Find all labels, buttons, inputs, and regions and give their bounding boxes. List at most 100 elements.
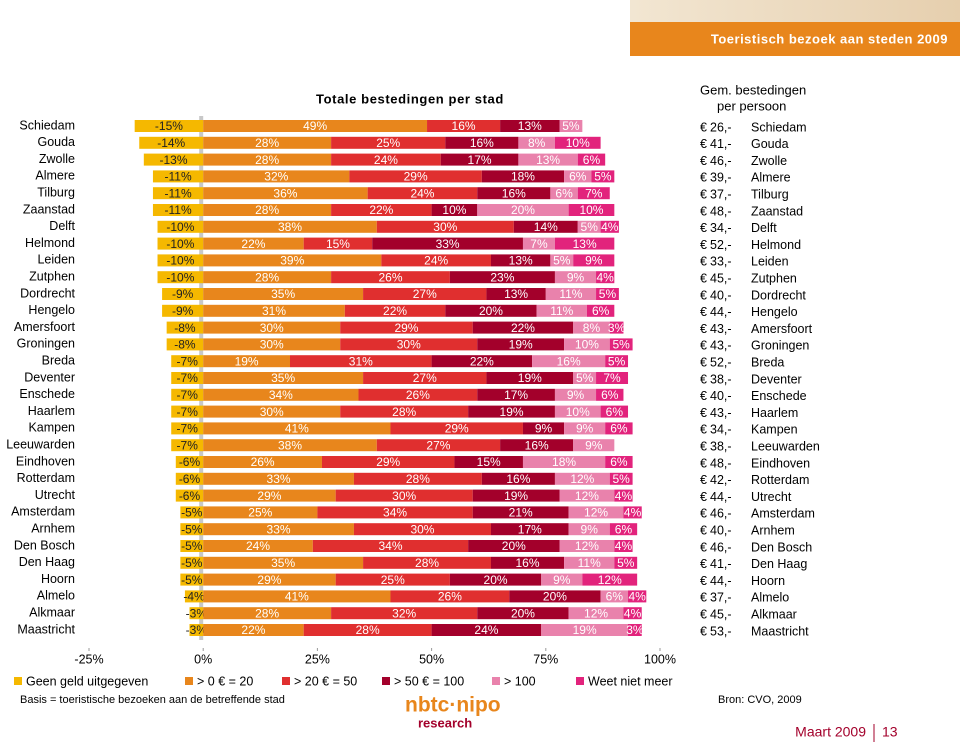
y-tick-label: Leeuwarden — [6, 437, 75, 451]
bar-segment — [157, 271, 204, 284]
banner-strip — [630, 22, 960, 56]
data-label: 13% — [509, 254, 533, 268]
bar-segment — [623, 607, 642, 620]
bar-segment — [152, 187, 204, 200]
data-label: 30% — [433, 220, 457, 234]
data-label: -13% — [160, 153, 188, 167]
bar-segment — [171, 355, 204, 368]
data-label: 15% — [326, 237, 350, 251]
spending-city: Rotterdam — [751, 473, 809, 487]
data-label: -5% — [181, 539, 203, 553]
data-label: 38% — [278, 220, 302, 234]
data-label: 11% — [559, 287, 582, 301]
data-label: 18% — [511, 170, 535, 184]
data-label: 19% — [573, 623, 597, 637]
data-label: 7% — [585, 186, 603, 200]
bar-segment — [180, 506, 204, 519]
data-label: 10% — [575, 338, 599, 352]
data-label: 4% — [624, 506, 642, 520]
spending-amount: 40,- — [710, 288, 732, 302]
bar-segment — [335, 573, 450, 586]
spending-city: Deventer — [751, 372, 802, 386]
bar-segment — [573, 321, 610, 334]
spending-city: Haarlem — [751, 406, 798, 420]
spending-city: Delft — [751, 221, 777, 235]
data-label: -15% — [155, 119, 183, 133]
spending-city: Den Bosch — [751, 540, 812, 554]
bar-segment — [203, 304, 345, 317]
bar-segment — [550, 254, 574, 267]
bar-segment — [623, 506, 642, 519]
bar-segment — [518, 153, 578, 166]
bar-segment — [554, 388, 597, 401]
data-label: 24% — [410, 186, 434, 200]
spending-city: Breda — [751, 355, 784, 369]
spending-amount: 42,- — [710, 473, 732, 487]
bar-segment — [477, 607, 569, 620]
data-label: 24% — [246, 539, 270, 553]
data-label: 20% — [479, 304, 503, 318]
data-label: -8% — [174, 338, 196, 352]
y-tick-label: Deventer — [24, 370, 75, 384]
bar-segment — [554, 405, 601, 418]
data-label: 35% — [271, 371, 295, 385]
spending-amount: 40,- — [710, 389, 732, 403]
data-label: 28% — [255, 203, 279, 217]
data-label: 13% — [518, 119, 542, 133]
bar-segment — [577, 220, 601, 233]
bar-segment — [203, 120, 428, 132]
bar-segment — [203, 523, 354, 536]
data-label: 28% — [356, 623, 380, 637]
y-tick-label: Helmond — [25, 236, 75, 250]
bar-segment — [152, 170, 204, 183]
bar-segment — [568, 506, 624, 519]
spending-amount: 45,- — [710, 271, 732, 285]
data-label: -7% — [177, 354, 199, 368]
data-label: 17% — [518, 522, 542, 536]
bar-segment — [303, 624, 432, 636]
data-label: 5% — [599, 287, 617, 301]
bar-segment — [203, 271, 332, 284]
bar-segment — [353, 523, 491, 536]
data-label: 39% — [280, 254, 304, 268]
data-label: 29% — [404, 170, 428, 184]
y-tick-label: Tilburg — [37, 185, 75, 199]
bar-segment — [175, 472, 204, 485]
data-label: 6% — [610, 455, 628, 469]
bar-segment — [605, 355, 629, 368]
currency: € — [700, 171, 707, 185]
bar-segment — [564, 338, 610, 351]
bar-segment — [353, 472, 482, 485]
bar-segment — [600, 220, 619, 233]
spending-city: Amsterdam — [751, 507, 815, 521]
data-label: 41% — [285, 422, 309, 436]
data-label: 5% — [562, 119, 580, 133]
data-label: 32% — [264, 170, 288, 184]
data-label: 24% — [374, 153, 398, 167]
spending-city: Zutphen — [751, 271, 797, 285]
data-label: 30% — [260, 321, 284, 335]
data-label: -9% — [172, 287, 194, 301]
data-label: 11% — [550, 304, 573, 318]
bar-segment — [171, 405, 204, 418]
spending-amount: 33,- — [710, 255, 732, 269]
bar-segment — [559, 489, 615, 502]
bar-segment — [468, 540, 560, 552]
bar-segment — [166, 321, 204, 334]
x-tick-label: 50% — [419, 652, 444, 666]
data-label: 29% — [394, 321, 418, 335]
data-label: 9% — [567, 388, 585, 402]
spending-amount: 53,- — [710, 624, 732, 638]
data-label: 34% — [378, 539, 402, 553]
spending-amount: 44,- — [710, 490, 732, 504]
spending-amount: 43,- — [710, 322, 732, 336]
data-label: 19% — [235, 354, 259, 368]
data-label: 16% — [506, 472, 530, 486]
data-label: -4% — [183, 590, 205, 604]
bar-segment — [312, 540, 469, 552]
data-label: 16% — [470, 136, 494, 150]
bar-segment — [134, 120, 204, 132]
currency: € — [700, 406, 707, 420]
currency: € — [700, 607, 707, 621]
currency: € — [700, 456, 707, 470]
